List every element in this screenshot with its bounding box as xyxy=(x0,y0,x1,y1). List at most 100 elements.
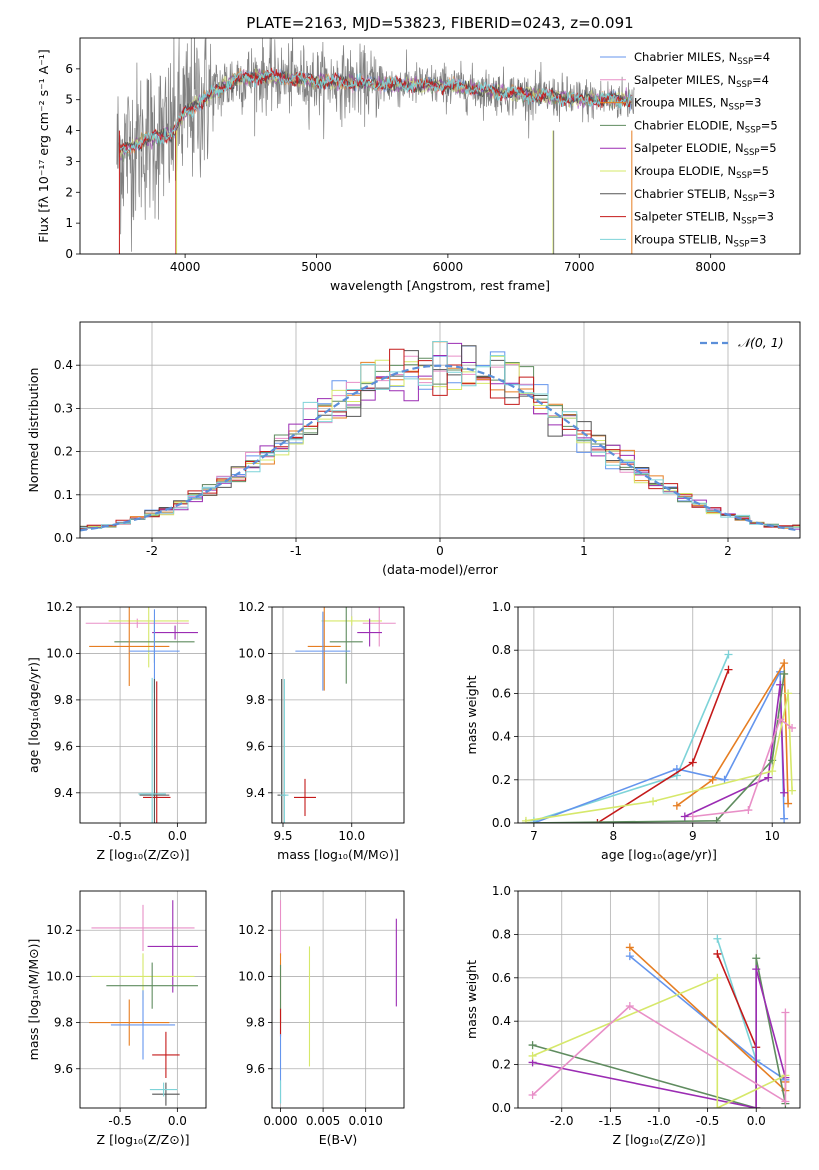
y-tick-label: 0.0 xyxy=(492,816,511,830)
weight-series-line xyxy=(716,953,758,1108)
legend-entry: Salpeter ELODIE, NSSP=5 xyxy=(634,141,777,158)
chart-spectrum: 4000 5000 6000 7000 8000 0 1 2 3 4 5 6 wavelength [A… xyxy=(36,37,801,293)
weight-series-line xyxy=(525,693,793,822)
y-tick-label: 5 xyxy=(65,93,73,107)
weight-marker xyxy=(764,773,773,782)
observed-spectrum-line xyxy=(116,38,635,252)
legend-entry: Salpeter MILES, NSSP=4 xyxy=(634,73,769,90)
x-tick-label: -2 xyxy=(146,544,158,558)
weight-marker xyxy=(784,689,793,698)
weight-marker xyxy=(780,814,789,823)
weight-marker xyxy=(688,812,697,821)
y-tick-label: 0 xyxy=(65,247,73,261)
histogram-step xyxy=(80,345,800,529)
weight-marker xyxy=(752,954,761,963)
weight-series-line xyxy=(532,976,786,1108)
y-tick-label: 0.3 xyxy=(54,401,73,415)
axes-frame xyxy=(517,606,801,824)
weight-marker xyxy=(768,767,777,776)
x-tick-label: -2.0 xyxy=(550,1114,573,1128)
weight-marker xyxy=(713,973,722,982)
figure-title: PLATE=2163, MJD=53823, FIBERID=0243, z=0… xyxy=(246,14,633,32)
weight-marker xyxy=(713,1104,722,1108)
chart-residual_hist: -2 -1 0 1 2 0.0 0.1 0.2 0.3 0.4 (data-model)/error… xyxy=(26,321,801,577)
x-tick-label: 6000 xyxy=(433,260,464,274)
x-tick-label: -1.5 xyxy=(599,1114,622,1128)
plot-area xyxy=(272,891,404,1108)
x-tick-label: -1 xyxy=(290,544,302,558)
y-tick-label: 6 xyxy=(65,62,73,76)
y-tick-label: 4 xyxy=(65,124,73,138)
y-tick-label: 0.2 xyxy=(54,445,73,459)
weight-marker xyxy=(788,723,797,732)
x-tick-label: 5000 xyxy=(301,260,332,274)
x-tick-label: 9.5 xyxy=(273,829,292,843)
axes-frame xyxy=(517,890,801,1109)
y-tick-label: 0.8 xyxy=(492,927,511,941)
y-tick-label: 9.4 xyxy=(246,786,265,800)
weight-marker xyxy=(625,1002,634,1011)
weight-marker xyxy=(780,788,789,797)
plot-area xyxy=(518,891,800,1108)
weight-series-line xyxy=(533,654,730,822)
x-tick-label: 1 xyxy=(580,544,588,558)
legend-entry: Kroupa ELODIE, NSSP=5 xyxy=(634,164,769,181)
weight-marker xyxy=(752,1104,761,1108)
x-tick-label: 0 xyxy=(436,544,444,558)
x-axis-label: mass [log₁₀(M/M⊙)] xyxy=(277,847,399,862)
y-axis-label: age [log₁₀(age/yr)] xyxy=(26,657,41,773)
x-tick-label: -0.5 xyxy=(108,829,131,843)
y-tick-label: 0.6 xyxy=(492,686,511,700)
x-tick-label: 0.005 xyxy=(306,1114,340,1128)
plot-area xyxy=(518,607,800,823)
weight-marker xyxy=(521,816,530,823)
weight-marker xyxy=(784,799,793,808)
y-axis-label: mass weight xyxy=(464,675,479,754)
x-tick-label: 7000 xyxy=(564,260,595,274)
y-tick-label: 0.0 xyxy=(492,1101,511,1115)
y-tick-label: 0.2 xyxy=(492,1058,511,1072)
y-tick-label: 9.4 xyxy=(54,786,73,800)
y-tick-label: 10.0 xyxy=(46,969,73,983)
gaussian-curve xyxy=(80,364,800,532)
chart-mass_vs_ebv: 0.000 0.005 0.010 9.6 9.8 10.0 10.2 E(B-V) xyxy=(238,890,405,1147)
legend-entry: Salpeter STELIB, NSSP=3 xyxy=(634,210,774,227)
weight-marker xyxy=(744,806,753,815)
x-tick-label: 0.000 xyxy=(263,1114,297,1128)
weight-marker xyxy=(680,812,689,821)
x-tick-label: 10 xyxy=(765,829,780,843)
weight-marker xyxy=(625,943,634,952)
y-tick-label: 9.8 xyxy=(246,1016,265,1030)
chart-weight_vs_age: 7 8 9 10 0.0 0.2 0.4 0.6 0.8 1.0 age [log₁₀(age/yr… xyxy=(464,600,801,862)
chart-mass_vs_Z: -0.5 0.0 9.6 9.8 10.0 10.2 Z [log₁₀(Z/Z⊙)] mass… xyxy=(26,890,207,1147)
x-tick-label: 8 xyxy=(610,829,618,843)
y-tick-label: 0.4 xyxy=(492,1014,511,1028)
y-tick-label: 9.6 xyxy=(54,1062,73,1076)
x-tick-label: 10.0 xyxy=(338,829,365,843)
weight-series-line xyxy=(532,1005,787,1103)
weight-series-line xyxy=(716,938,758,1108)
y-tick-label: 0.8 xyxy=(492,643,511,657)
y-tick-label: 1.0 xyxy=(492,884,511,898)
weight-marker xyxy=(713,934,722,943)
x-axis-label: Z [log₁₀(Z/Z⊙)] xyxy=(97,847,190,862)
y-tick-label: 0.1 xyxy=(54,488,73,502)
weight-marker xyxy=(528,1041,537,1050)
plot-area xyxy=(116,38,635,254)
legend-entry: Kroupa MILES, NSSP=3 xyxy=(634,96,761,113)
x-tick-label: 2 xyxy=(724,544,732,558)
x-axis-label: Z [log₁₀(Z/Z⊙)] xyxy=(97,1132,190,1147)
x-tick-label: 4000 xyxy=(170,260,201,274)
y-tick-label: 10.0 xyxy=(238,969,265,983)
x-tick-label: 9 xyxy=(689,829,697,843)
y-tick-label: 2 xyxy=(65,185,73,199)
y-tick-label: 0.2 xyxy=(492,773,511,787)
weight-series-line xyxy=(684,684,785,818)
y-tick-label: 1 xyxy=(65,216,73,230)
y-tick-label: 0.0 xyxy=(54,531,73,545)
y-axis-label: mass [log₁₀(M/M⊙)] xyxy=(26,939,41,1061)
axes-frame xyxy=(271,890,405,1109)
y-tick-label: 10.2 xyxy=(46,600,73,614)
x-tick-label: -1.0 xyxy=(647,1114,670,1128)
weight-series-line xyxy=(596,669,730,823)
